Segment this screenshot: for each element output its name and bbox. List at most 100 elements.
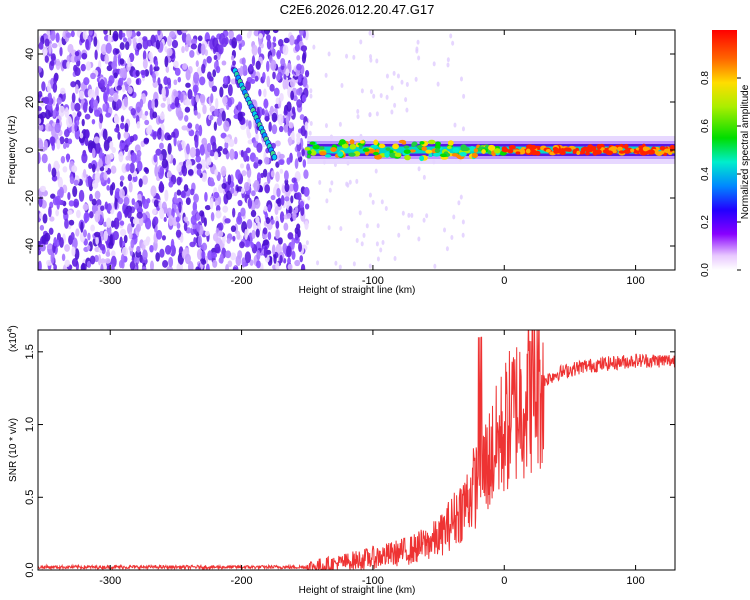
noise-cell — [90, 72, 96, 80]
x-tick-label: 100 — [626, 575, 644, 587]
noise-cell — [288, 183, 295, 192]
sparse-cell — [390, 85, 394, 91]
noise-cell — [83, 229, 87, 238]
noise-cell — [168, 181, 174, 188]
noise-cell — [66, 115, 73, 128]
noise-cell — [284, 196, 290, 202]
noise-cell — [119, 42, 125, 50]
noise-cell — [239, 241, 245, 249]
noise-cell — [232, 60, 236, 66]
y-tick-label: -40 — [24, 238, 36, 254]
noise-cell — [80, 221, 84, 233]
snr-series-line — [38, 330, 675, 570]
noise-cell — [247, 197, 253, 209]
noise-cell — [231, 37, 238, 49]
noise-cell — [149, 64, 153, 76]
noise-cell — [49, 136, 56, 145]
noise-cell — [181, 125, 188, 131]
noise-cell — [166, 152, 171, 163]
x-tick-label: -200 — [231, 275, 253, 287]
y-tick-label: 40 — [24, 48, 36, 60]
noise-cell — [159, 112, 165, 121]
noise-cell — [115, 99, 122, 109]
noise-cell — [106, 83, 110, 94]
band-cell — [309, 141, 316, 145]
noise-cell — [192, 201, 198, 213]
noise-cell — [185, 143, 190, 155]
sparse-cell — [325, 198, 329, 204]
noise-cell — [250, 209, 257, 218]
band-cell — [473, 148, 479, 153]
noise-cell — [175, 216, 180, 223]
noise-cell — [39, 243, 46, 252]
x-tick-label: 100 — [626, 275, 644, 287]
noise-cell — [239, 163, 245, 169]
noise-cell — [217, 230, 224, 238]
noise-cell — [123, 96, 128, 107]
noise-cell — [155, 229, 163, 240]
noise-cell — [270, 219, 275, 225]
noise-cell — [121, 67, 127, 79]
noise-cell — [50, 60, 55, 66]
noise-cell — [111, 182, 116, 191]
noise-cell — [73, 198, 80, 208]
sparse-cell — [309, 93, 313, 99]
noise-cell — [232, 235, 236, 242]
noise-cell — [195, 94, 200, 103]
band-cell — [623, 143, 629, 150]
noise-cell — [78, 189, 85, 202]
noise-cell — [87, 232, 91, 241]
noise-cell — [132, 37, 137, 50]
noise-cell — [119, 220, 125, 226]
noise-cell — [279, 168, 284, 174]
noise-cell — [201, 250, 206, 259]
noise-cell — [228, 30, 234, 40]
spectrogram-y-label: Frequency (Hz) — [7, 116, 18, 185]
band-cell — [306, 154, 311, 159]
noise-cell — [87, 175, 92, 188]
sparse-cell — [368, 263, 372, 269]
noise-cell — [270, 194, 276, 201]
band-cell — [435, 141, 441, 146]
noise-cell — [39, 212, 43, 219]
noise-cell — [225, 263, 229, 270]
noise-cell — [136, 245, 141, 253]
noise-cell — [284, 183, 290, 193]
noise-cell — [218, 32, 226, 45]
noise-cell — [130, 107, 137, 116]
noise-cell — [141, 266, 147, 270]
band-cell — [452, 147, 460, 153]
band-cell — [592, 149, 598, 156]
noise-cell — [222, 96, 228, 105]
sparse-cell — [355, 178, 359, 184]
noise-cell — [241, 257, 246, 268]
noise-cell — [46, 101, 53, 111]
noise-cell — [300, 263, 306, 270]
noise-cell — [227, 174, 232, 186]
x-tick-label: 0 — [501, 575, 507, 587]
noise-cell — [44, 232, 51, 242]
noise-cell — [286, 157, 291, 165]
noise-cell — [136, 160, 143, 172]
noise-cell — [128, 231, 133, 240]
spectrogram-heatmap — [38, 30, 675, 270]
sparse-cell — [405, 81, 409, 87]
noise-cell — [91, 163, 96, 173]
sparse-cell — [356, 108, 360, 114]
colorbar-tick-label: 0.0 — [700, 263, 711, 277]
noise-cell — [172, 158, 176, 166]
noise-cell — [71, 258, 79, 267]
noise-cell — [67, 191, 71, 201]
noise-cell — [286, 101, 292, 112]
noise-cell — [179, 233, 184, 243]
noise-cell — [64, 137, 70, 144]
noise-cell — [149, 260, 154, 270]
noise-cell — [52, 82, 58, 93]
noise-cell — [164, 189, 169, 202]
band-cell — [307, 150, 312, 155]
noise-cell — [264, 156, 270, 165]
noise-cell — [38, 66, 42, 73]
noise-cell — [116, 85, 122, 91]
noise-cell — [159, 142, 164, 150]
sparse-cell — [385, 73, 389, 79]
